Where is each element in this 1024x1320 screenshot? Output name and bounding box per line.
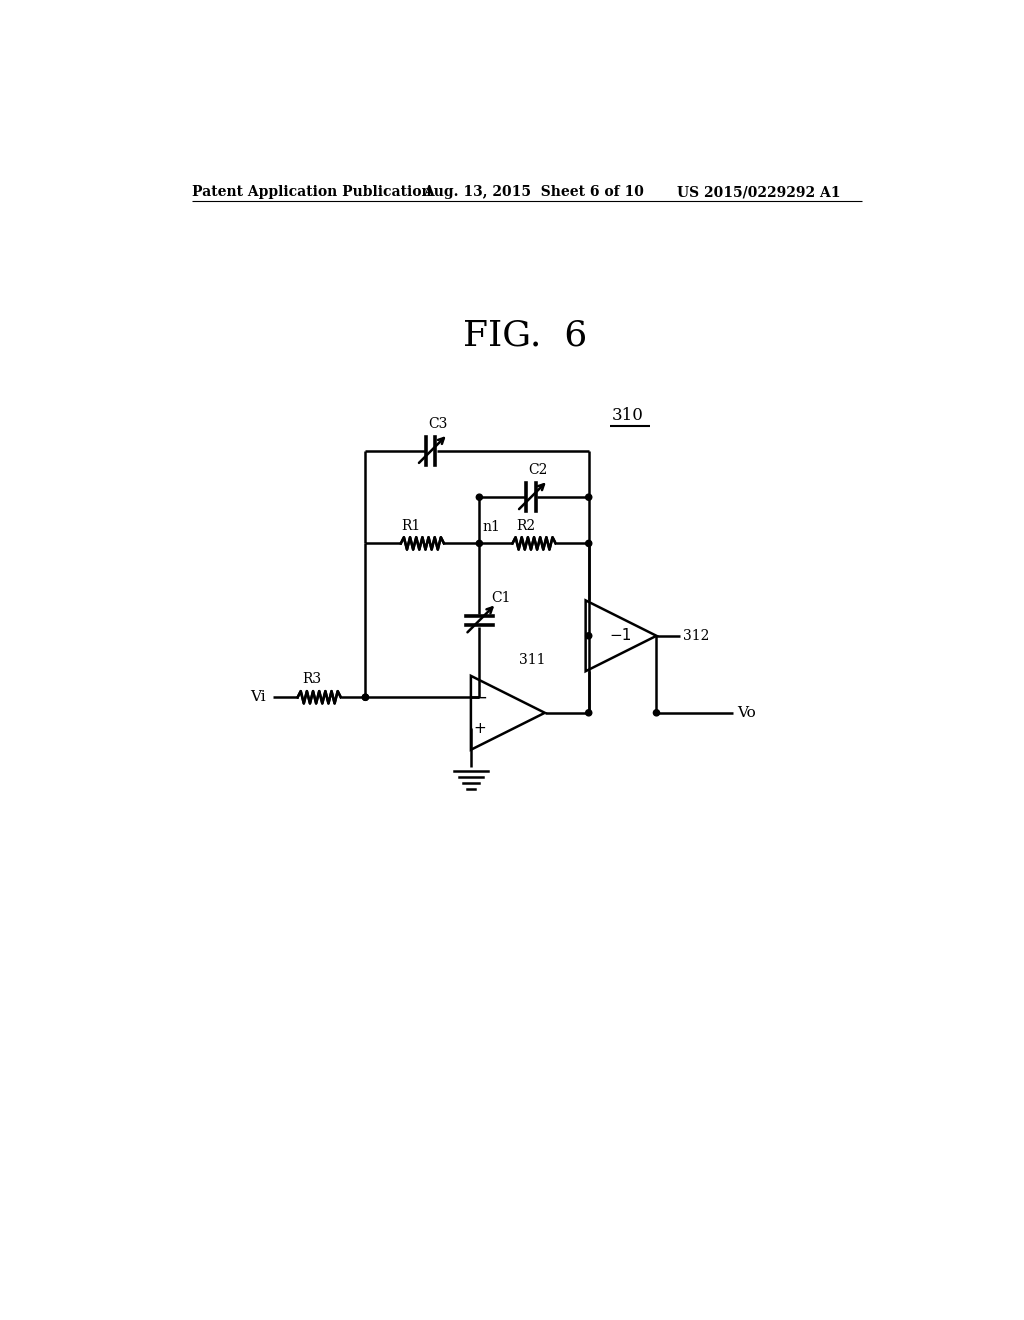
Text: FIG.  6: FIG. 6	[463, 318, 587, 352]
Circle shape	[586, 710, 592, 715]
Text: −: −	[473, 688, 487, 706]
Circle shape	[476, 540, 482, 546]
Circle shape	[362, 694, 369, 701]
Text: 310: 310	[611, 407, 644, 424]
Text: Patent Application Publication: Patent Application Publication	[193, 185, 432, 199]
Text: R1: R1	[401, 519, 421, 533]
Text: R2: R2	[517, 519, 536, 533]
Text: n1: n1	[482, 520, 501, 535]
Text: C2: C2	[528, 463, 547, 478]
Text: C3: C3	[428, 417, 447, 430]
Circle shape	[586, 540, 592, 546]
Text: Vo: Vo	[737, 706, 756, 719]
Text: Vi: Vi	[250, 690, 265, 705]
Text: +: +	[474, 721, 486, 735]
Text: US 2015/0229292 A1: US 2015/0229292 A1	[677, 185, 841, 199]
Text: Aug. 13, 2015  Sheet 6 of 10: Aug. 13, 2015 Sheet 6 of 10	[423, 185, 644, 199]
Text: R3: R3	[302, 672, 322, 686]
Text: C1: C1	[492, 591, 511, 605]
Circle shape	[653, 710, 659, 715]
Circle shape	[362, 694, 369, 701]
Text: 311: 311	[519, 652, 546, 667]
Circle shape	[586, 494, 592, 500]
Circle shape	[476, 494, 482, 500]
Text: 312: 312	[683, 628, 710, 643]
Text: −1: −1	[610, 628, 632, 643]
Circle shape	[586, 632, 592, 639]
